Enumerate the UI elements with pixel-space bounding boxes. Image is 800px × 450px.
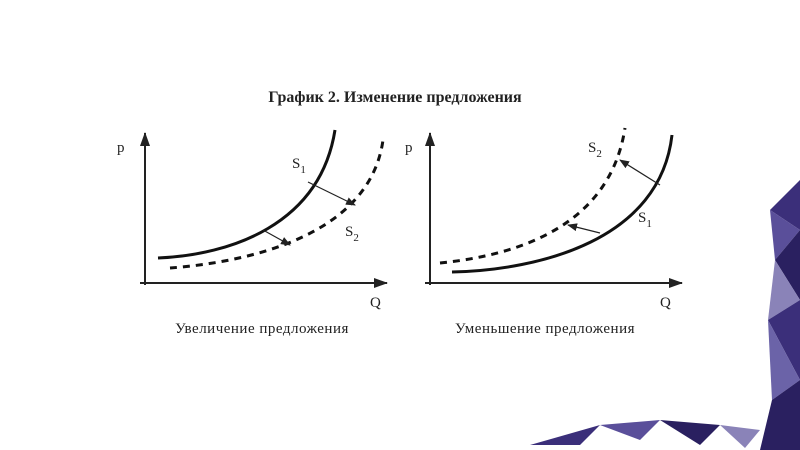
shift-arrow — [567, 223, 601, 234]
y-axis-label: p — [405, 140, 413, 156]
curve-name: S — [345, 224, 353, 240]
caption: Увеличение предложения — [175, 321, 349, 337]
curve-label: S1 — [292, 156, 306, 176]
curve-label: S1 — [638, 210, 652, 230]
curve-name: S — [292, 156, 300, 172]
curve-label: S2 — [345, 224, 359, 244]
shift-arrow — [262, 229, 291, 246]
curve-subscript: 1 — [300, 164, 306, 176]
x-axis-label: Q — [660, 295, 671, 311]
y-axis-label: p — [117, 140, 125, 156]
supply-curve-dashed — [439, 127, 627, 265]
x-axis-label: Q — [370, 295, 381, 311]
curve-subscript: 2 — [596, 148, 602, 160]
panel-decrease: p Q S2 S1 Уменьшение предложения — [405, 127, 683, 337]
shift-arrow — [619, 159, 661, 186]
decoration — [530, 180, 800, 450]
title: График 2. Изменение предложения — [268, 89, 522, 106]
caption: Уменьшение предложения — [455, 321, 635, 337]
supply-curve — [157, 129, 337, 260]
panel-increase: p Q S1 S2 Увеличение предложения — [117, 129, 388, 337]
curve-label: S2 — [588, 140, 602, 160]
curve-subscript: 1 — [646, 218, 652, 230]
shift-arrow — [307, 181, 356, 206]
curve-name: S — [588, 140, 596, 156]
supply-curve-dashed — [169, 139, 385, 270]
curve-subscript: 2 — [353, 232, 359, 244]
curve-name: S — [638, 210, 646, 226]
supply-curve — [451, 134, 674, 274]
